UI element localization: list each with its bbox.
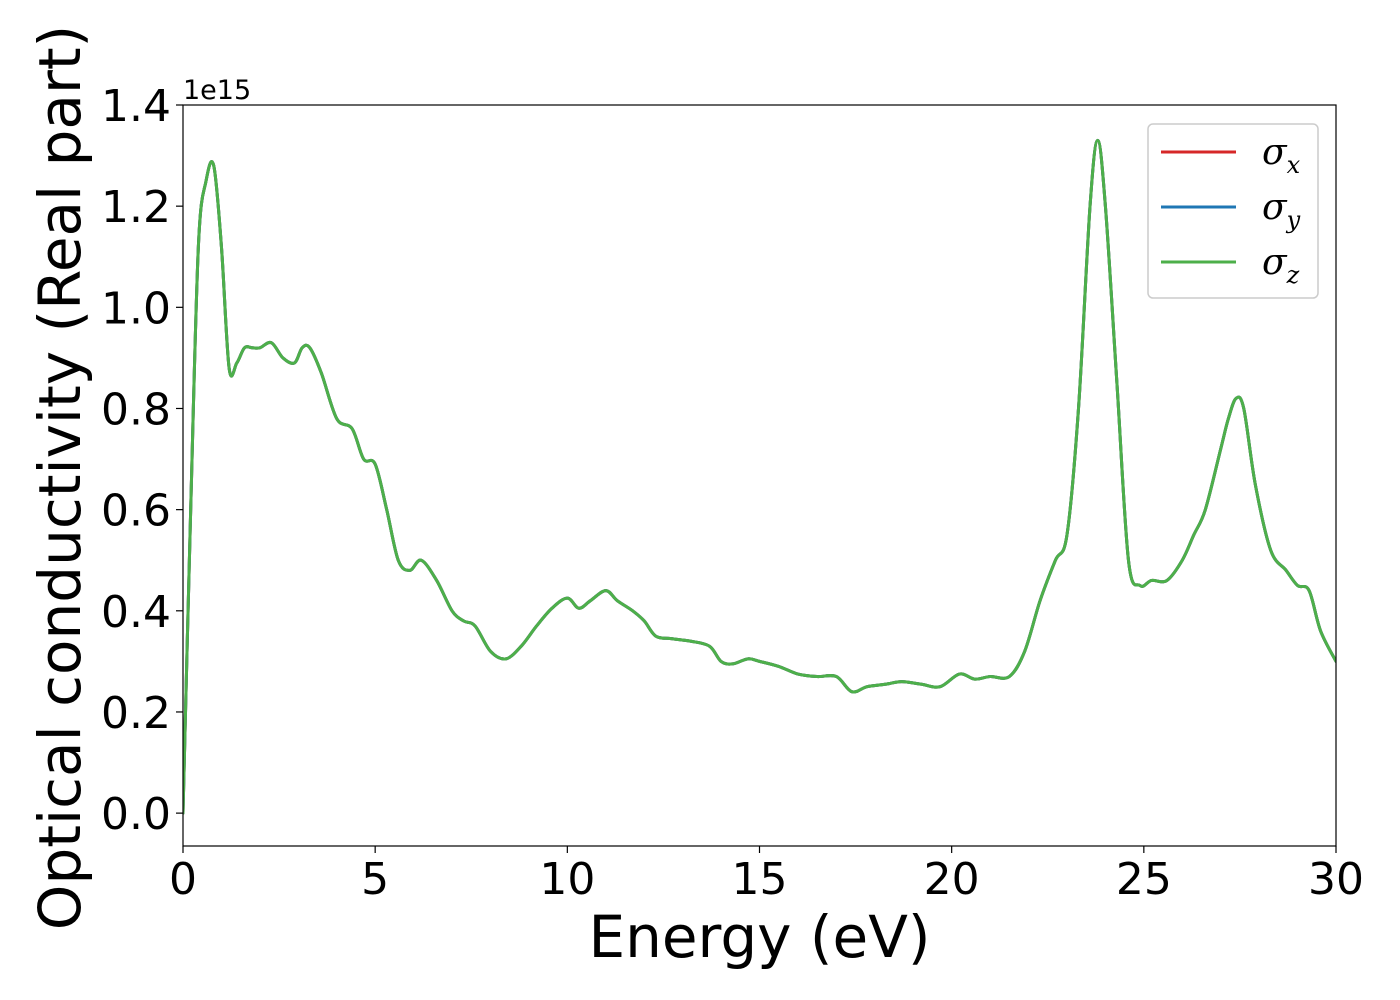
legend: σx σy σz [1147,123,1319,299]
y-axis-title: Optical conductivity (Real part) [26,25,94,930]
y-tick-label: 0.0 [101,789,171,840]
y-tick-label: 0.6 [101,486,171,537]
legend-label: σz [1262,242,1300,289]
legend-label: σy [1262,187,1301,234]
x-axis-ticks: 0 5 10 15 20 25 30 [169,846,1364,905]
x-tick-label: 5 [361,854,389,905]
y-tick-label: 0.4 [101,587,171,638]
y-tick-label: 1.4 [101,81,171,132]
x-axis-title: Energy (eV) [588,903,930,971]
y-offset-label: 1e15 [183,75,251,106]
y-tick-label: 1.2 [101,182,171,233]
y-axis-ticks: 0.0 0.2 0.4 0.6 0.8 1.0 1.2 1.4 [101,81,183,840]
y-tick-label: 0.2 [101,688,171,739]
x-tick-label: 25 [1116,854,1172,905]
x-tick-label: 0 [169,854,197,905]
x-tick-label: 30 [1308,854,1364,905]
series-line-3 [183,138,1336,815]
legend-label: σx [1262,132,1301,179]
series-lines [183,138,1336,815]
y-tick-label: 1.0 [101,283,171,334]
x-tick-label: 20 [924,854,980,905]
x-tick-label: 10 [539,854,595,905]
legend-box [1147,123,1319,299]
y-tick-label: 0.8 [101,384,171,435]
x-tick-label: 15 [732,854,788,905]
